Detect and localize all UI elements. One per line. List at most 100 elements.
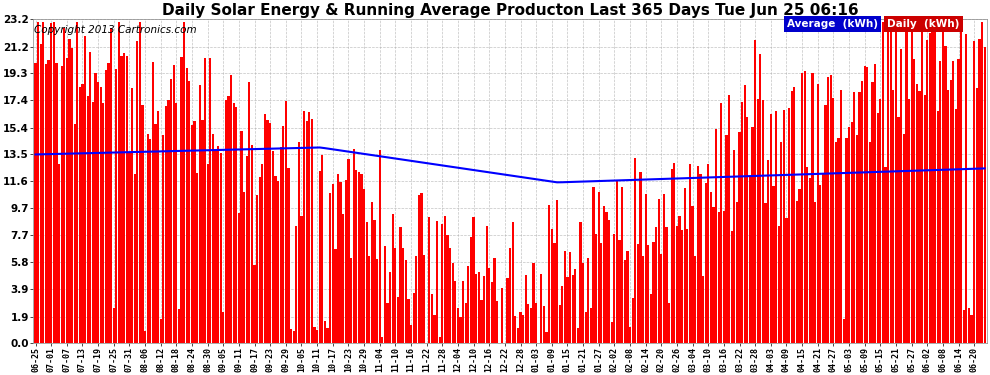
Bar	[467, 266, 469, 343]
Bar	[45, 64, 48, 343]
Bar	[940, 61, 941, 343]
Bar	[830, 75, 832, 343]
Bar	[814, 202, 816, 343]
Bar	[186, 68, 188, 343]
Bar	[37, 22, 40, 343]
Bar	[954, 109, 957, 343]
Bar	[293, 331, 295, 343]
Bar	[579, 222, 581, 343]
Bar	[855, 135, 858, 343]
Bar	[343, 214, 345, 343]
Bar	[947, 90, 949, 343]
Bar	[121, 56, 123, 343]
Bar	[131, 88, 133, 343]
Bar	[483, 276, 485, 343]
Bar	[649, 294, 652, 343]
Bar	[530, 308, 532, 343]
Bar	[233, 103, 235, 343]
Bar	[944, 46, 946, 343]
Bar	[890, 22, 892, 343]
Bar	[903, 134, 905, 343]
Bar	[332, 184, 334, 343]
Bar	[720, 103, 723, 343]
Bar	[454, 281, 456, 343]
Bar	[847, 128, 850, 343]
Bar	[154, 124, 156, 343]
Bar	[451, 264, 453, 343]
Bar	[327, 328, 329, 343]
Bar	[434, 315, 436, 343]
Bar	[820, 185, 822, 343]
Bar	[584, 312, 587, 343]
Bar	[501, 288, 503, 343]
Bar	[102, 104, 105, 343]
Bar	[81, 84, 83, 343]
Bar	[172, 64, 175, 343]
Bar	[115, 69, 118, 343]
Bar	[640, 172, 642, 343]
Bar	[822, 174, 824, 343]
Bar	[670, 169, 673, 343]
Bar	[175, 104, 177, 343]
Bar	[459, 317, 461, 343]
Bar	[879, 99, 881, 343]
Bar	[728, 95, 731, 343]
Bar	[962, 310, 965, 343]
Bar	[290, 328, 292, 343]
Bar	[250, 145, 253, 343]
Bar	[335, 249, 337, 343]
Bar	[691, 206, 694, 343]
Bar	[563, 252, 566, 343]
Bar	[144, 331, 147, 343]
Bar	[329, 193, 332, 343]
Bar	[853, 92, 855, 343]
Bar	[376, 259, 378, 343]
Bar	[193, 121, 196, 343]
Bar	[368, 256, 370, 343]
Bar	[571, 274, 574, 343]
Bar	[277, 181, 279, 343]
Bar	[665, 228, 667, 343]
Bar	[340, 182, 342, 343]
Bar	[472, 217, 474, 343]
Bar	[676, 226, 678, 343]
Bar	[418, 195, 420, 343]
Bar	[603, 206, 605, 343]
Bar	[308, 112, 311, 343]
Bar	[55, 63, 57, 343]
Bar	[84, 36, 86, 343]
Bar	[689, 164, 691, 343]
Bar	[253, 265, 255, 343]
Bar	[952, 61, 954, 343]
Bar	[548, 205, 550, 343]
Bar	[937, 111, 939, 343]
Bar	[207, 164, 209, 343]
Bar	[384, 246, 386, 343]
Bar	[533, 263, 535, 343]
Bar	[754, 40, 756, 343]
Text: Copyright 2013 Cartronics.com: Copyright 2013 Cartronics.com	[34, 26, 197, 35]
Bar	[365, 222, 368, 343]
Bar	[60, 66, 62, 343]
Bar	[298, 142, 300, 343]
Bar	[159, 319, 161, 343]
Bar	[600, 243, 603, 343]
Bar	[644, 194, 646, 343]
Bar	[569, 252, 571, 343]
Bar	[321, 154, 324, 343]
Bar	[652, 242, 654, 343]
Bar	[464, 303, 467, 343]
Bar	[493, 258, 496, 343]
Bar	[884, 167, 887, 343]
Bar	[957, 59, 959, 343]
Bar	[785, 218, 788, 343]
Bar	[285, 100, 287, 343]
Bar	[934, 22, 937, 343]
Bar	[442, 224, 444, 343]
Bar	[976, 88, 978, 343]
Bar	[178, 309, 180, 343]
Bar	[436, 221, 439, 343]
Bar	[694, 256, 696, 343]
Bar	[118, 22, 120, 343]
Bar	[613, 234, 616, 343]
